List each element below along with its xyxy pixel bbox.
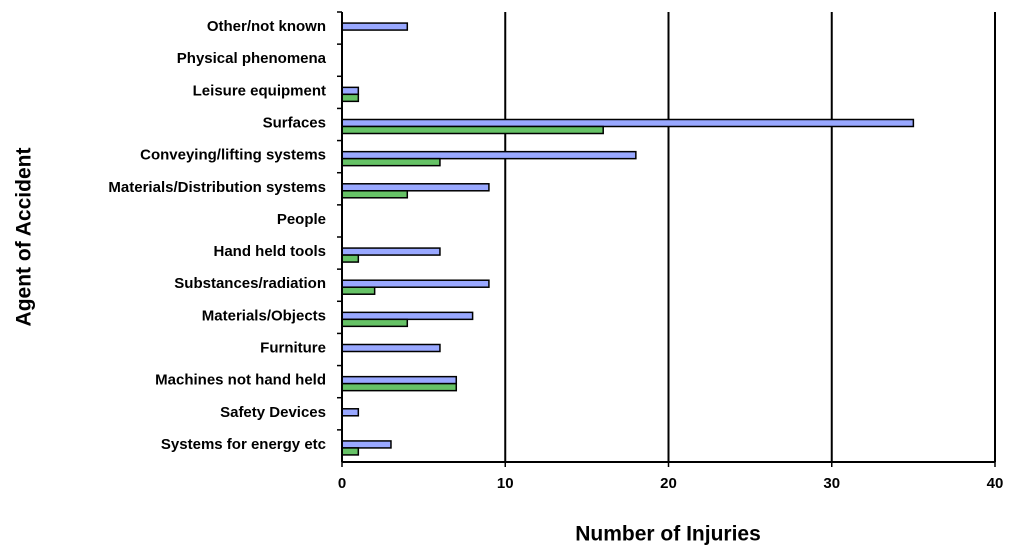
bar — [341, 286, 376, 295]
y-tick-label: Safety Devices — [220, 404, 326, 421]
y-tick-label: Furniture — [260, 339, 326, 356]
bar — [341, 150, 637, 160]
bar — [341, 93, 360, 103]
bar — [341, 279, 490, 288]
bar — [341, 311, 474, 321]
x-tick-label: 40 — [987, 475, 1004, 492]
bar — [341, 183, 490, 192]
bar — [341, 86, 360, 96]
x-tick-label: 30 — [823, 475, 840, 492]
y-tick-label: Substances/radiation — [174, 275, 326, 292]
bar — [341, 343, 441, 353]
x-tick-label: 10 — [497, 475, 514, 492]
bar — [341, 447, 360, 456]
bar — [341, 247, 441, 256]
y-axis-title: Agent of Accident — [13, 148, 36, 327]
bar — [341, 157, 441, 167]
bar — [341, 22, 409, 31]
y-tick-label: Leisure equipment — [193, 82, 326, 99]
bar — [341, 375, 458, 385]
y-tick-label: Materials/Objects — [202, 307, 326, 324]
bar — [341, 318, 409, 328]
x-tick-label: 0 — [338, 475, 346, 492]
bar — [341, 190, 409, 199]
y-tick-label: Materials/Distribution systems — [108, 179, 326, 196]
bar — [341, 408, 360, 417]
bar — [341, 254, 360, 263]
y-tick-label: Physical phenomena — [177, 50, 327, 67]
y-tick-label: Surfaces — [263, 114, 326, 131]
x-axis-title: Number of Injuries — [575, 523, 761, 546]
bar — [341, 118, 915, 128]
x-tick-label: 20 — [660, 475, 677, 492]
y-tick-label: People — [277, 211, 326, 228]
bar — [341, 125, 604, 135]
bar — [341, 440, 392, 449]
y-tick-label: Other/not known — [207, 18, 326, 35]
y-tick-label: Systems for energy etc — [161, 436, 326, 453]
y-tick-label: Conveying/lifting systems — [140, 147, 326, 164]
y-tick-label: Machines not hand held — [155, 372, 326, 389]
y-tick-label: Hand held tools — [214, 243, 327, 260]
bar — [341, 382, 458, 392]
